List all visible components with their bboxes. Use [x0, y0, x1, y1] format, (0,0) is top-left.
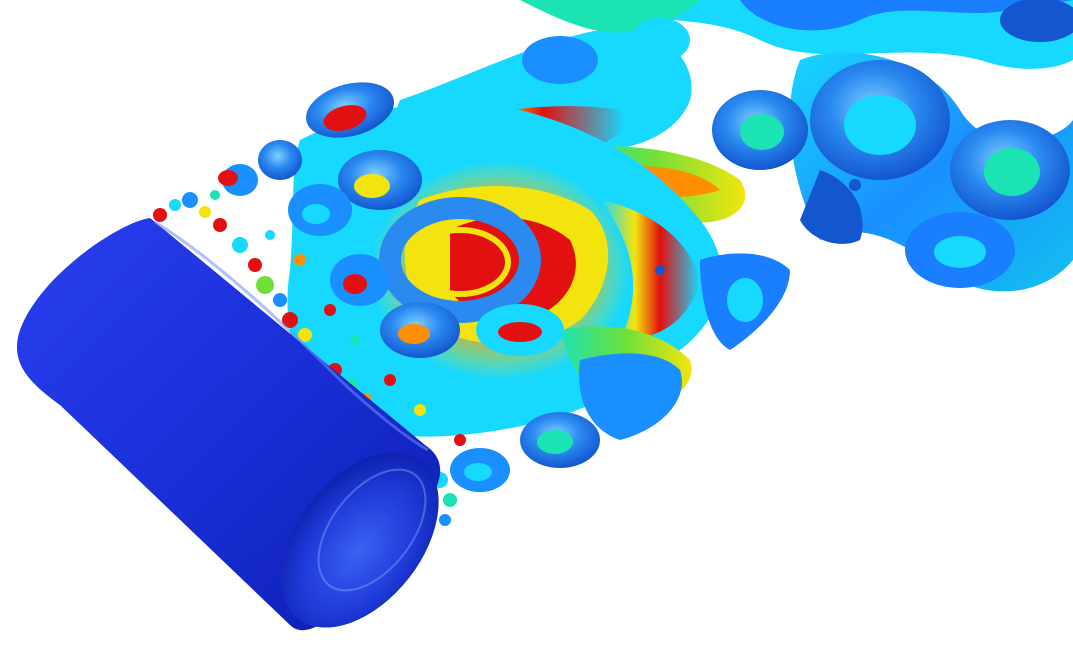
vortex-wake-visualization — [0, 0, 1073, 659]
